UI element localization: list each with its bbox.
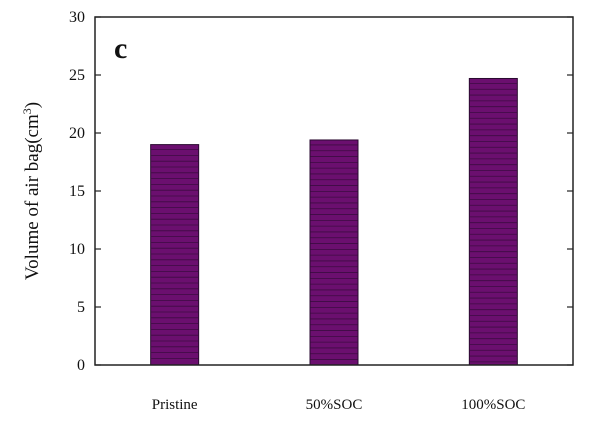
- y-axis-title-sup: 3: [20, 108, 34, 114]
- bar: [309, 139, 359, 366]
- x-tick-label: 50%SOC: [306, 397, 363, 413]
- bar-group: [150, 144, 200, 366]
- bar-group: [309, 139, 359, 366]
- y-tick-label: 0: [77, 357, 85, 374]
- x-axis-ticks: Pristine 50%SOC 100%SOC: [152, 359, 525, 413]
- y-tick-label: 15: [69, 183, 85, 200]
- y-axis-title: Volume of air bag(cm3): [20, 102, 43, 280]
- y-tick-label: 30: [69, 9, 85, 26]
- y-axis-title-main: Volume of air bag(cm: [22, 114, 43, 280]
- y-tick-label: 20: [69, 125, 85, 142]
- plot-frame: [94, 16, 574, 366]
- y-tick-label: 10: [69, 241, 85, 258]
- y-tick-label: 5: [77, 299, 85, 316]
- x-tick-label: 100%SOC: [461, 397, 525, 413]
- bar: [150, 144, 200, 366]
- y-axis-title-close: ): [22, 102, 43, 108]
- x-tick-label: Pristine: [152, 397, 198, 413]
- panel-label: c: [114, 32, 127, 65]
- bar-group: [468, 77, 518, 366]
- bar: [468, 77, 518, 366]
- y-tick-label: 25: [69, 67, 85, 84]
- bars: [150, 77, 518, 366]
- y-axis-ticks: 0 5 10 15 20 25 30: [69, 9, 573, 374]
